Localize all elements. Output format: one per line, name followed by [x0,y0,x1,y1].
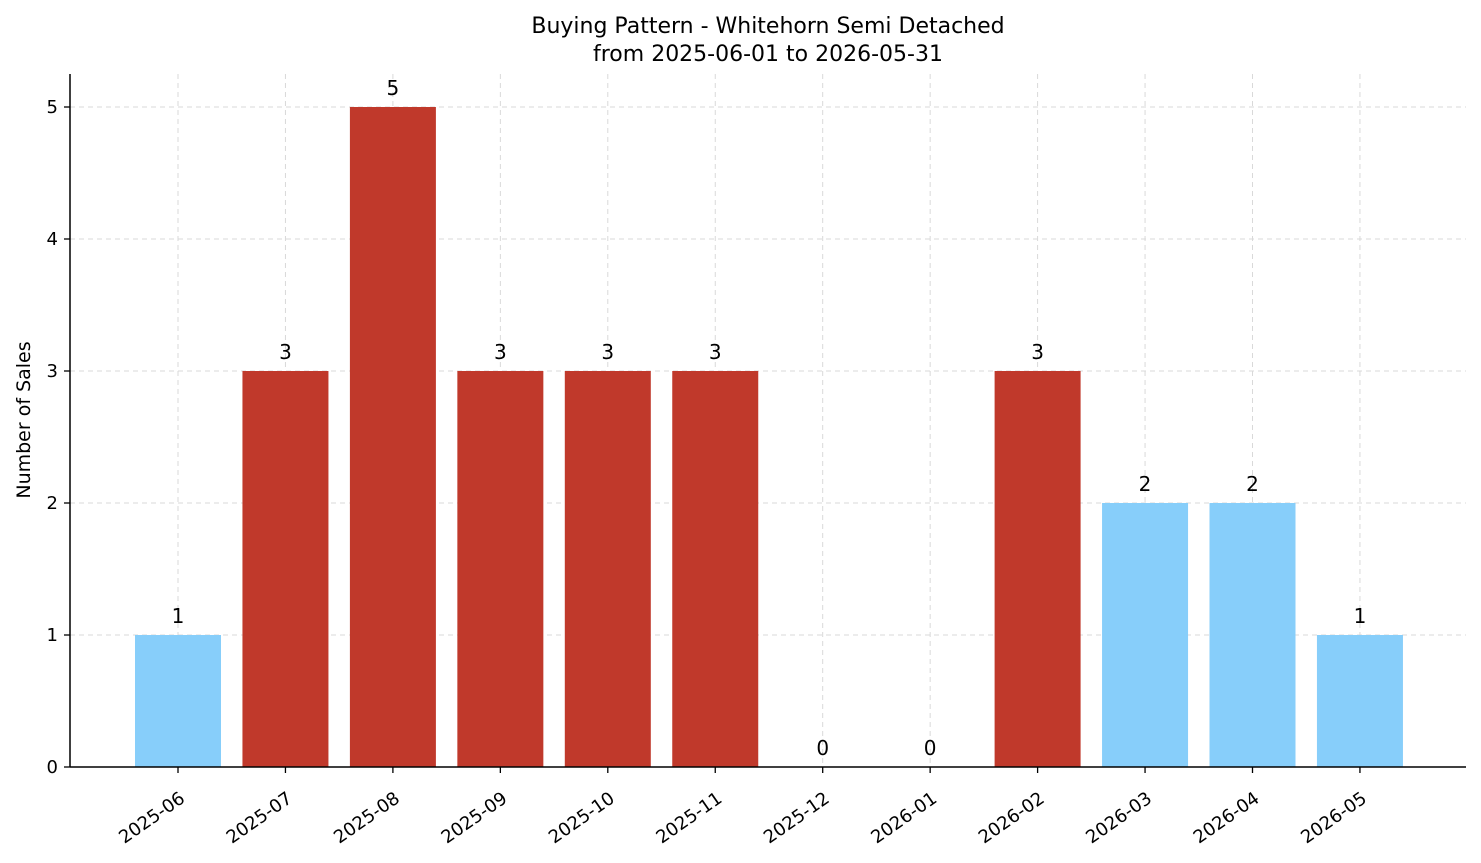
bar-value-label: 1 [1354,604,1367,628]
y-tick-label: 2 [47,493,58,514]
bar-value-label: 2 [1246,472,1259,496]
data-labels: 1 3 5 3 3 3 0 0 3 2 2 1 [172,76,1367,760]
bar [457,371,544,767]
y-tick-label: 4 [47,229,58,250]
bars [135,107,1403,767]
bar [349,107,436,767]
y-tick-label: 3 [47,361,58,382]
bar-value-label: 1 [172,604,185,628]
axes [69,74,1466,768]
x-tick-label: 2025-06 [115,788,189,848]
chart-title: Buying Pattern - Whitehorn Semi Detached [531,14,1004,39]
x-tick-label: 2026-03 [1082,788,1156,848]
bar [564,371,651,767]
bar [242,371,329,767]
x-tick-label: 2025-08 [330,788,404,848]
bar [994,371,1081,767]
x-tick-label: 2026-02 [975,788,1049,848]
x-tick-label: 2025-07 [223,788,297,848]
bar-value-label: 0 [924,736,937,760]
bar-value-label: 5 [387,76,400,100]
bar-value-label: 3 [279,340,292,364]
bar [1316,635,1403,767]
bar-value-label: 0 [816,736,829,760]
bar [135,635,221,767]
bar-value-label: 3 [709,340,722,364]
bar [1209,503,1296,767]
bar [672,371,759,767]
x-tick-label: 2025-09 [438,788,512,848]
y-tick-label: 5 [47,97,58,118]
x-tick-label: 2026-05 [1297,788,1371,848]
bar-value-label: 2 [1139,472,1152,496]
x-tick-label: 2026-04 [1190,788,1264,848]
bar-value-label: 3 [1031,340,1044,364]
x-tick-label: 2025-12 [760,788,834,848]
x-tick-label: 2025-10 [545,788,619,848]
y-axis-label: Number of Sales [13,341,35,498]
y-tick-label: 1 [47,625,58,646]
bar-value-label: 3 [494,340,507,364]
x-tick-label: 2026-01 [867,788,941,848]
bar [1102,503,1189,767]
x-tick-label: 2025-11 [652,788,726,848]
y-tick-label: 0 [47,757,58,778]
bar-value-label: 3 [601,340,614,364]
chart-subtitle: from 2025-06-01 to 2026-05-31 [593,42,943,67]
